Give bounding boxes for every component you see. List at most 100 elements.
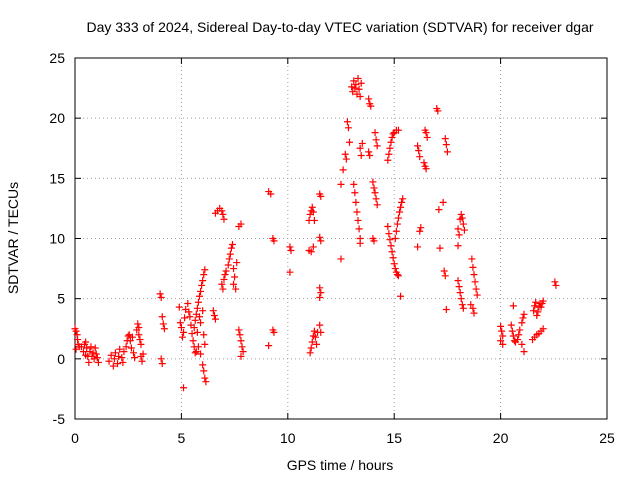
data-point [442, 305, 450, 313]
data-point [126, 337, 134, 345]
x-tick-label: 5 [178, 430, 186, 446]
data-point [372, 136, 380, 144]
data-point [237, 337, 245, 345]
data-point [350, 180, 358, 188]
data-point [178, 333, 186, 341]
data-point [177, 324, 185, 332]
data-point [306, 349, 314, 357]
data-point [467, 301, 475, 309]
data-point [232, 285, 240, 293]
data-point [210, 312, 218, 320]
data-point [369, 178, 377, 186]
data-point [156, 290, 164, 298]
data-point [193, 304, 201, 312]
data-point [218, 207, 226, 215]
data-point [218, 280, 226, 288]
data-point [514, 336, 522, 344]
data-point [397, 203, 405, 211]
data-point [317, 289, 325, 297]
data-point [530, 307, 538, 315]
data-point [394, 214, 402, 222]
data-point [80, 348, 88, 356]
data-point [539, 325, 547, 333]
data-point [135, 324, 143, 332]
data-point [355, 85, 363, 93]
data-point [351, 189, 359, 197]
data-point [227, 244, 235, 252]
data-point [105, 357, 113, 365]
data-point [308, 203, 316, 211]
data-point [309, 208, 317, 216]
data-point [307, 248, 315, 256]
data-point [286, 268, 294, 276]
data-point [116, 345, 124, 353]
data-point [508, 327, 516, 335]
data-point [385, 150, 393, 158]
data-point [120, 348, 128, 356]
data-point [200, 271, 208, 279]
data-point [497, 337, 505, 345]
data-point [399, 195, 407, 203]
data-point [219, 210, 227, 218]
data-point [509, 332, 517, 340]
data-point [454, 277, 462, 285]
data-point [420, 159, 428, 167]
data-point [160, 325, 168, 333]
data-point [236, 331, 244, 339]
data-point [233, 259, 241, 267]
data-point [201, 266, 209, 274]
data-point [209, 307, 217, 315]
x-axis-tick-labels: 0 5 10 15 20 25 [71, 430, 615, 446]
data-point [199, 277, 207, 285]
data-point [436, 244, 444, 252]
data-point [157, 355, 165, 363]
data-point [373, 201, 381, 209]
data-point [192, 348, 200, 356]
data-point [455, 231, 463, 239]
data-point [473, 291, 481, 299]
data-point [339, 166, 347, 174]
data-point [119, 358, 127, 366]
data-point [415, 147, 423, 155]
data-point [188, 330, 196, 338]
data-point [134, 320, 142, 328]
data-point [532, 298, 540, 306]
data-point [423, 133, 431, 141]
data-point [350, 77, 358, 85]
data-point [222, 267, 230, 275]
data-point [456, 289, 464, 297]
data-point [386, 236, 394, 244]
data-point [74, 336, 82, 344]
y-tick-label: 5 [57, 291, 65, 307]
y-tick-label: 15 [49, 170, 65, 186]
data-point [534, 308, 542, 316]
data-point [237, 352, 245, 360]
data-point [201, 340, 209, 348]
data-point [416, 227, 424, 235]
data-point [371, 129, 379, 137]
data-point [307, 344, 315, 352]
data-point [497, 322, 505, 330]
data-point [158, 360, 166, 368]
data-point [189, 337, 197, 345]
y-tick-label: 20 [49, 110, 65, 126]
data-point [316, 321, 324, 329]
x-tick-label: 20 [493, 430, 509, 446]
data-point [518, 340, 526, 348]
data-point [191, 316, 199, 324]
data-point [515, 331, 523, 339]
data-point [458, 301, 466, 309]
data-point [509, 302, 517, 310]
data-point [317, 237, 325, 245]
data-point [159, 320, 167, 328]
series-sdtvar [71, 74, 560, 392]
data-point [533, 312, 541, 320]
data-point [356, 93, 364, 101]
data-point [537, 303, 545, 311]
data-point [176, 319, 184, 327]
data-point [199, 361, 207, 369]
data-point [237, 220, 245, 228]
data-point [310, 216, 318, 224]
data-point [180, 384, 188, 392]
data-point [219, 285, 227, 293]
